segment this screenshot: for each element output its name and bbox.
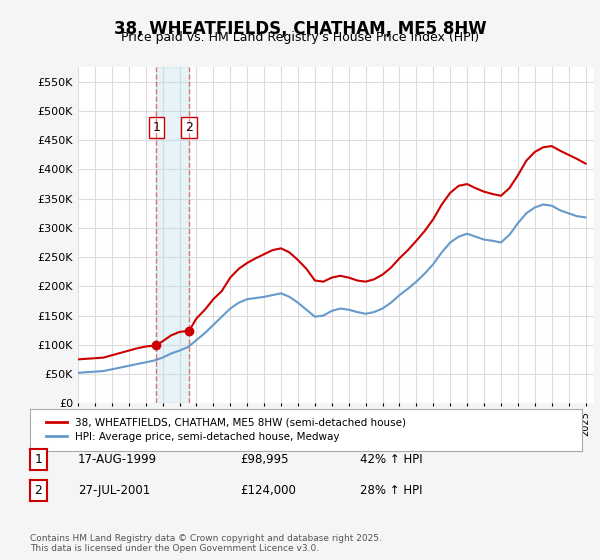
Text: 28% ↑ HPI: 28% ↑ HPI: [360, 484, 422, 497]
Text: 38, WHEATFIELDS, CHATHAM, ME5 8HW: 38, WHEATFIELDS, CHATHAM, ME5 8HW: [113, 20, 487, 38]
Text: £98,995: £98,995: [240, 453, 289, 466]
Text: 2: 2: [34, 484, 43, 497]
Bar: [157, 67, 189, 403]
Text: Contains HM Land Registry data © Crown copyright and database right 2025.
This d: Contains HM Land Registry data © Crown c…: [30, 534, 382, 553]
Text: £124,000: £124,000: [240, 484, 296, 497]
Text: 1: 1: [152, 121, 160, 134]
Text: 17-AUG-1999: 17-AUG-1999: [78, 453, 157, 466]
Text: 42% ↑ HPI: 42% ↑ HPI: [360, 453, 422, 466]
Text: 2: 2: [185, 121, 193, 134]
Text: 27-JUL-2001: 27-JUL-2001: [78, 484, 150, 497]
Legend: 38, WHEATFIELDS, CHATHAM, ME5 8HW (semi-detached house), HPI: Average price, sem: 38, WHEATFIELDS, CHATHAM, ME5 8HW (semi-…: [41, 413, 412, 447]
Text: 1: 1: [34, 453, 43, 466]
Text: Price paid vs. HM Land Registry's House Price Index (HPI): Price paid vs. HM Land Registry's House …: [121, 31, 479, 44]
